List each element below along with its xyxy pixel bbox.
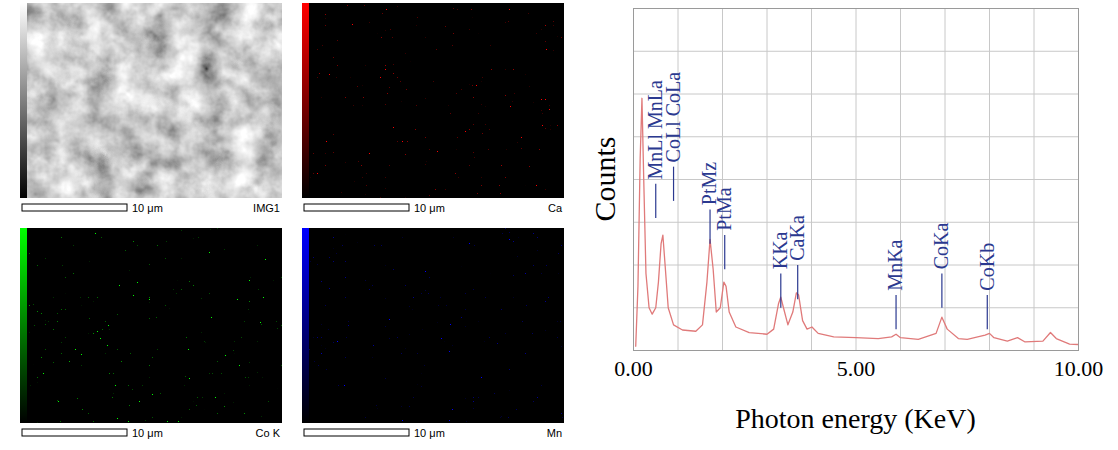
svg-text:MnKa: MnKa xyxy=(884,239,906,290)
svg-text:Photon energy (KeV): Photon energy (KeV) xyxy=(735,403,976,434)
svg-text:0.00: 0.00 xyxy=(614,356,653,381)
svg-text:Counts: Counts xyxy=(588,136,621,221)
svg-text:10 μm: 10 μm xyxy=(414,202,445,214)
svg-text:KKa: KKa xyxy=(769,231,792,270)
svg-text:5.00: 5.00 xyxy=(837,356,876,381)
svg-text:Ca: Ca xyxy=(548,202,563,214)
svg-text:Mn: Mn xyxy=(547,427,562,439)
svg-text:10 μm: 10 μm xyxy=(132,427,163,439)
svg-text:10.00: 10.00 xyxy=(1054,356,1104,381)
svg-text:PtMz: PtMz xyxy=(698,161,721,206)
svg-text:PtMa: PtMa xyxy=(713,187,735,230)
svg-text:CoKa: CoKa xyxy=(930,222,952,269)
svg-text:CoKb: CoKb xyxy=(976,243,998,291)
svg-text:10 μm: 10 μm xyxy=(414,427,445,439)
svg-text:10 μm: 10 μm xyxy=(132,202,163,214)
svg-text:Co K: Co K xyxy=(256,427,281,439)
svg-text:CaKa: CaKa xyxy=(786,215,808,261)
svg-text:CoLl CoLa: CoLl CoLa xyxy=(662,72,684,163)
svg-text:IMG1: IMG1 xyxy=(253,202,280,214)
svg-text:MnLl MnLa: MnLl MnLa xyxy=(644,80,667,180)
